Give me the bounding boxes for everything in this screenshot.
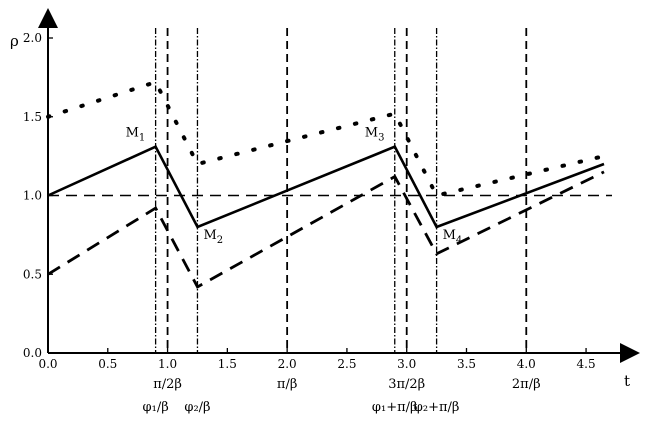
series-line-solid <box>47 145 605 229</box>
x-tick-label: 3.0 <box>397 357 416 371</box>
point-label: M3 <box>365 126 385 144</box>
y-tick-label: 2.0 <box>23 31 42 45</box>
annotation-period: 2π/β <box>512 377 541 392</box>
x-tick-label: 1.5 <box>218 357 237 371</box>
axes: 0.0 0.5 1.0 1.5 2.0 2.5 3.0 3.5 4.0 4.5 0.0 0.5 1.0 1… <box>23 8 640 371</box>
x-tick-label: 4.5 <box>577 357 596 371</box>
annotation-phase: φ₂/β <box>184 400 210 415</box>
series-group <box>46 79 606 289</box>
y-tick-label: 0.0 <box>23 346 42 360</box>
annotation-period: π/2β <box>153 377 182 392</box>
x-tick-label: 2.0 <box>278 357 297 371</box>
x-tick-label: 0.5 <box>98 357 117 371</box>
x-tick-label: 0.0 <box>38 357 57 371</box>
labels: ρ t M1 M2 M3 M4 π/2β π/β 3π/2β 2π/β φ₁/β φ₂/β φ₁+π/β… <box>10 32 630 415</box>
annotation-phase: φ₂+π/β <box>414 400 460 415</box>
series-line-dashed <box>47 170 605 289</box>
y-axis-label: ρ <box>10 32 19 50</box>
point-label: M1 <box>126 126 146 144</box>
annotation-phase: φ₁+π/β <box>372 400 418 415</box>
x-axis-label: t <box>624 372 630 390</box>
point-label: M4 <box>443 228 463 246</box>
x-tick-label: 2.5 <box>337 357 356 371</box>
annotation-period: π/β <box>277 377 297 392</box>
y-tick-label: 0.5 <box>23 267 42 281</box>
y-tick-label: 1.5 <box>23 110 42 124</box>
annotation-phase: φ₁/β <box>143 400 169 415</box>
y-tick-label: 1.0 <box>23 189 42 203</box>
annotation-period: 3π/2β <box>388 377 425 392</box>
point-label: M2 <box>203 228 223 246</box>
x-tick-label: 1.0 <box>158 357 177 371</box>
reference-lines <box>48 28 612 353</box>
x-tick-label: 4.0 <box>517 357 536 371</box>
x-tick-label: 3.5 <box>457 357 476 371</box>
